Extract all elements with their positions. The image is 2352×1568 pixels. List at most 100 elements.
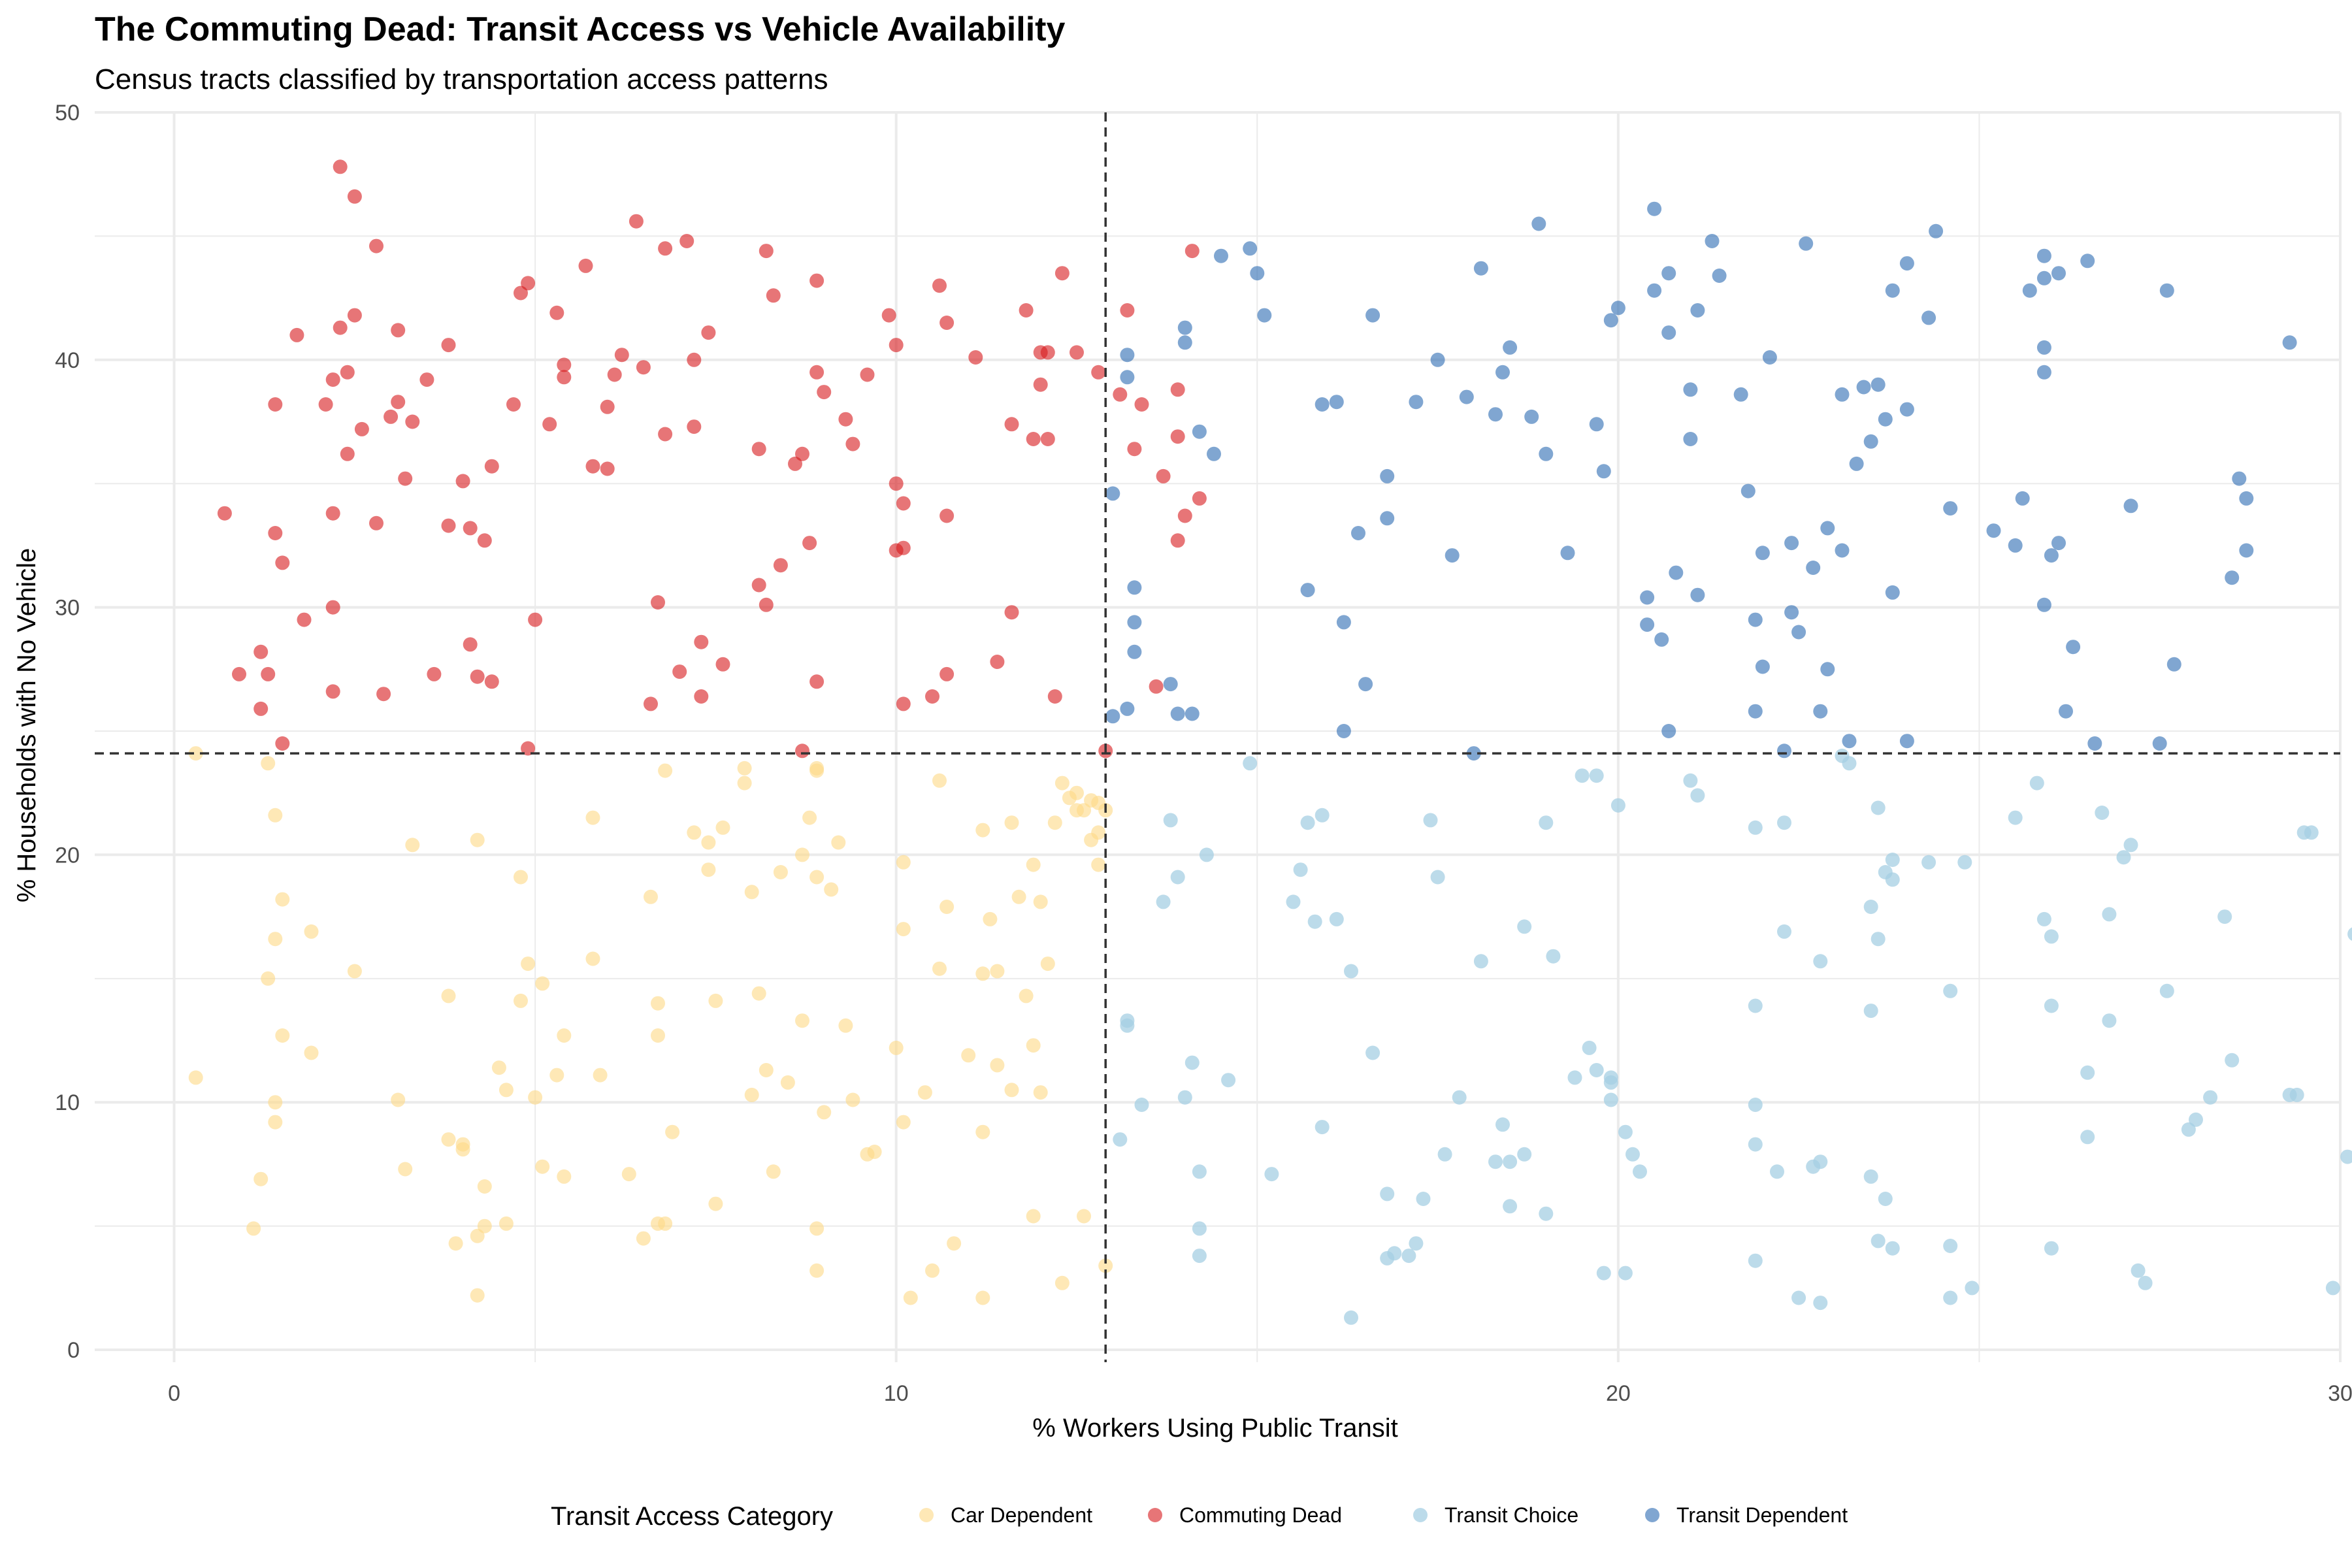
data-point-transit-choice <box>1300 815 1315 830</box>
data-point-transit-choice <box>1170 870 1185 885</box>
data-point-transit-choice <box>1748 1098 1763 1112</box>
data-point-commuting-dead <box>369 515 384 531</box>
data-point-transit-choice <box>1517 1147 1532 1162</box>
data-point-commuting-dead <box>441 518 456 533</box>
data-point-car-dependent <box>441 1132 456 1147</box>
data-point-transit-dependent <box>2036 270 2051 286</box>
data-point-transit-choice <box>1885 853 1900 867</box>
data-point-transit-choice <box>1885 1241 1900 1256</box>
data-point-transit-dependent <box>1806 561 1821 575</box>
data-point-car-dependent <box>780 1075 795 1090</box>
data-point-commuting-dead <box>528 612 543 627</box>
data-point-transit-dependent <box>1184 706 1200 721</box>
data-point-car-dependent <box>1026 857 1041 872</box>
data-point-transit-choice <box>1192 1164 1207 1179</box>
data-point-commuting-dead <box>751 578 766 593</box>
data-point-commuting-dead <box>318 397 333 412</box>
data-point-transit-dependent <box>1690 303 1705 318</box>
data-point-commuting-dead <box>484 459 499 474</box>
y-tick-label: 40 <box>55 348 80 373</box>
data-point-transit-dependent <box>1755 546 1770 561</box>
data-point-transit-dependent <box>1842 734 1857 749</box>
data-point-transit-dependent <box>1207 446 1221 461</box>
data-point-car-dependent <box>455 1137 470 1152</box>
data-point-car-dependent <box>809 1263 825 1278</box>
data-point-transit-choice <box>1921 855 1936 870</box>
data-point-transit-dependent <box>1539 446 1554 461</box>
data-point-car-dependent <box>514 870 528 885</box>
data-point-transit-dependent <box>1503 340 1518 355</box>
data-point-car-dependent <box>304 1045 319 1060</box>
data-point-transit-dependent <box>1777 743 1791 759</box>
data-point-commuting-dead <box>1170 429 1185 444</box>
data-point-car-dependent <box>925 1263 939 1278</box>
data-point-car-dependent <box>947 1236 962 1251</box>
data-point-commuting-dead <box>275 736 290 751</box>
data-point-transit-choice <box>1863 1169 1878 1184</box>
data-point-transit-dependent <box>1669 565 1684 580</box>
data-point-transit-dependent <box>1784 536 1799 551</box>
data-point-transit-choice <box>2080 1065 2095 1080</box>
data-point-transit-choice <box>2325 1281 2340 1296</box>
data-point-car-dependent <box>1070 803 1084 818</box>
data-point-commuting-dead <box>838 412 853 427</box>
data-point-car-dependent <box>744 1087 759 1102</box>
data-point-transit-choice <box>1163 813 1178 828</box>
data-point-transit-dependent <box>1365 308 1380 323</box>
data-point-transit-dependent <box>1380 511 1395 526</box>
data-point-commuting-dead <box>679 234 694 248</box>
data-point-commuting-dead <box>384 409 399 424</box>
data-point-transit-dependent <box>1177 320 1192 335</box>
data-point-transit-dependent <box>2015 491 2030 506</box>
data-point-commuting-dead <box>268 397 283 412</box>
data-point-transit-dependent <box>1466 746 1481 761</box>
data-point-transit-choice <box>1344 964 1358 979</box>
data-point-transit-choice <box>2036 911 2051 926</box>
legend-label-car-dependent: Car Dependent <box>951 1503 1092 1527</box>
data-point-car-dependent <box>1026 1209 1041 1224</box>
data-point-car-dependent <box>477 1179 492 1194</box>
data-point-commuting-dead <box>521 276 536 291</box>
data-point-commuting-dead <box>333 159 348 174</box>
data-point-commuting-dead <box>809 674 825 689</box>
data-point-commuting-dead <box>419 372 434 387</box>
data-point-commuting-dead <box>788 456 802 471</box>
data-point-transit-choice <box>1329 911 1344 926</box>
data-point-commuting-dead <box>1019 303 1034 318</box>
data-point-transit-dependent <box>2051 266 2066 281</box>
data-point-commuting-dead <box>1040 345 1055 360</box>
data-point-transit-dependent <box>1712 269 1727 283</box>
data-point-transit-choice <box>1748 820 1763 835</box>
data-point-car-dependent <box>557 1028 572 1043</box>
data-point-car-dependent <box>448 1236 463 1251</box>
data-point-car-dependent <box>809 1221 825 1236</box>
data-point-commuting-dead <box>817 385 832 400</box>
data-point-car-dependent <box>644 889 658 904</box>
data-point-transit-choice <box>1885 872 1900 887</box>
y-tick-label: 50 <box>55 101 80 125</box>
data-point-car-dependent <box>737 776 752 791</box>
data-point-transit-dependent <box>1640 590 1655 605</box>
data-point-transit-dependent <box>2239 543 2254 558</box>
x-tick-label: 0 <box>168 1381 180 1406</box>
data-point-commuting-dead <box>1192 491 1207 506</box>
data-point-transit-dependent <box>1409 395 1424 410</box>
data-point-commuting-dead <box>405 414 420 429</box>
data-point-commuting-dead <box>715 657 730 672</box>
data-point-transit-choice <box>2203 1090 2218 1105</box>
data-point-transit-choice <box>1409 1236 1424 1251</box>
y-tick-label: 0 <box>67 1338 80 1363</box>
reference-lines <box>95 112 2340 1362</box>
data-point-transit-dependent <box>1120 348 1135 363</box>
data-point-commuting-dead <box>629 214 644 229</box>
data-point-commuting-dead <box>860 367 875 382</box>
data-point-commuting-dead <box>1170 533 1185 548</box>
data-point-transit-dependent <box>1799 236 1814 251</box>
data-point-commuting-dead <box>687 419 702 434</box>
data-point-commuting-dead <box>1091 365 1106 380</box>
data-point-car-dependent <box>932 773 947 788</box>
data-point-car-dependent <box>1033 894 1048 909</box>
data-point-transit-choice <box>1965 1281 1980 1296</box>
data-point-commuting-dead <box>463 521 478 536</box>
